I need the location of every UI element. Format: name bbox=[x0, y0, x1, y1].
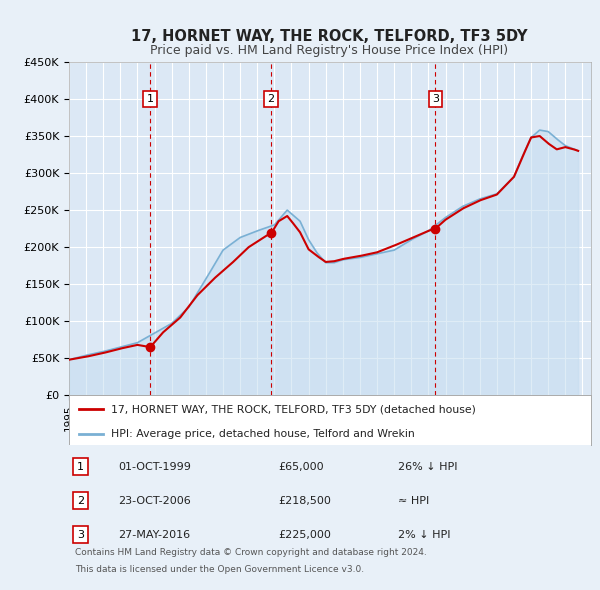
Text: HPI: Average price, detached house, Telford and Wrekin: HPI: Average price, detached house, Telf… bbox=[111, 429, 415, 439]
Text: £218,500: £218,500 bbox=[278, 496, 331, 506]
Text: 01-OCT-1999: 01-OCT-1999 bbox=[119, 462, 191, 472]
Text: 17, HORNET WAY, THE ROCK, TELFORD, TF3 5DY (detached house): 17, HORNET WAY, THE ROCK, TELFORD, TF3 5… bbox=[111, 404, 476, 414]
Text: 23-OCT-2006: 23-OCT-2006 bbox=[119, 496, 191, 506]
Text: ≈ HPI: ≈ HPI bbox=[398, 496, 429, 506]
Text: 3: 3 bbox=[432, 94, 439, 104]
Text: 2% ↓ HPI: 2% ↓ HPI bbox=[398, 530, 451, 540]
Text: 2: 2 bbox=[268, 94, 275, 104]
Text: 1: 1 bbox=[77, 462, 84, 472]
Text: £225,000: £225,000 bbox=[278, 530, 331, 540]
Text: 26% ↓ HPI: 26% ↓ HPI bbox=[398, 462, 457, 472]
Text: £65,000: £65,000 bbox=[278, 462, 323, 472]
Text: 1: 1 bbox=[147, 94, 154, 104]
Text: 27-MAY-2016: 27-MAY-2016 bbox=[119, 530, 191, 540]
Text: 3: 3 bbox=[77, 530, 84, 540]
Text: This data is licensed under the Open Government Licence v3.0.: This data is licensed under the Open Gov… bbox=[75, 565, 364, 574]
Text: 2: 2 bbox=[77, 496, 84, 506]
Text: Price paid vs. HM Land Registry's House Price Index (HPI): Price paid vs. HM Land Registry's House … bbox=[150, 44, 508, 57]
Text: 17, HORNET WAY, THE ROCK, TELFORD, TF3 5DY: 17, HORNET WAY, THE ROCK, TELFORD, TF3 5… bbox=[131, 29, 527, 44]
Text: Contains HM Land Registry data © Crown copyright and database right 2024.: Contains HM Land Registry data © Crown c… bbox=[75, 548, 427, 557]
